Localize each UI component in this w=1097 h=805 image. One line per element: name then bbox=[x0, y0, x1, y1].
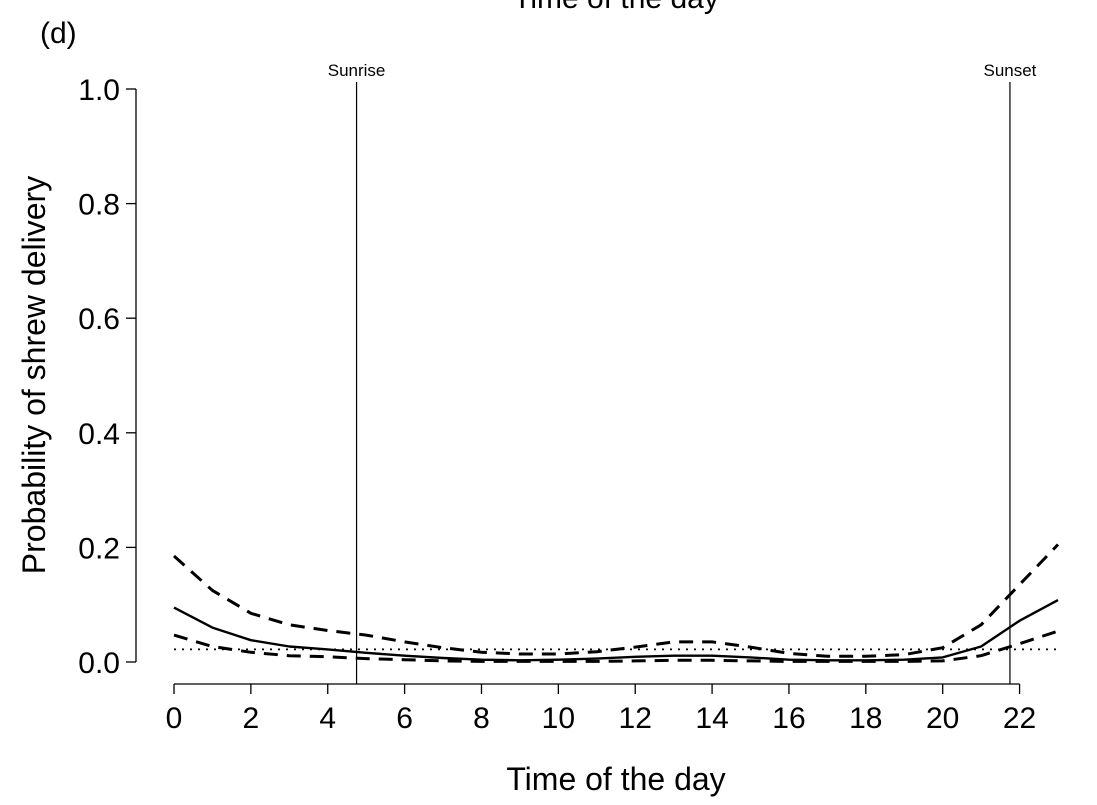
y-tick-label: 0.6 bbox=[78, 303, 120, 336]
x-tick-label: 16 bbox=[772, 702, 805, 735]
series-line-0-dashed bbox=[172, 543, 1060, 658]
x-tick-label: 12 bbox=[619, 702, 652, 735]
plot-series bbox=[172, 543, 1060, 663]
x-tick-label: 6 bbox=[396, 702, 413, 735]
x-axis-title: Time of the day bbox=[506, 761, 725, 797]
x-tick-label: 10 bbox=[542, 702, 575, 735]
x-tick-label: 0 bbox=[166, 702, 183, 735]
panel-label: (d) bbox=[40, 17, 77, 50]
y-axis-title: Probability of shrew delivery bbox=[16, 176, 52, 574]
y-tick-label: 0.4 bbox=[78, 418, 120, 451]
top-title-clipped: Time of the day bbox=[513, 0, 719, 15]
x-tick-label: 22 bbox=[1003, 702, 1036, 735]
x-tick-label: 18 bbox=[849, 702, 882, 735]
vline-label-sunset: Sunset bbox=[983, 61, 1036, 80]
x-tick-label: 8 bbox=[473, 702, 490, 735]
x-tick-label: 20 bbox=[926, 702, 959, 735]
x-tick-label: 14 bbox=[695, 702, 728, 735]
vline-label-sunrise: Sunrise bbox=[328, 61, 386, 80]
y-tick-label: 1.0 bbox=[78, 74, 120, 107]
series-line-1-solid bbox=[173, 599, 1059, 662]
x-tick-label: 2 bbox=[243, 702, 260, 735]
y-tick-label: 0.2 bbox=[78, 532, 120, 565]
axes: 0.0 0.2 0.4 0.6 0.8 1.0 0 2 4 6 8 10 12 14 16 18 20 22 bbox=[78, 74, 1036, 735]
y-tick-label: 0.8 bbox=[78, 189, 120, 222]
series-line-2-dashed bbox=[173, 629, 1059, 663]
reference-lines: Sunrise Sunset bbox=[328, 61, 1037, 684]
y-tick-label: 0.0 bbox=[78, 647, 120, 680]
x-tick-label: 4 bbox=[319, 702, 336, 735]
